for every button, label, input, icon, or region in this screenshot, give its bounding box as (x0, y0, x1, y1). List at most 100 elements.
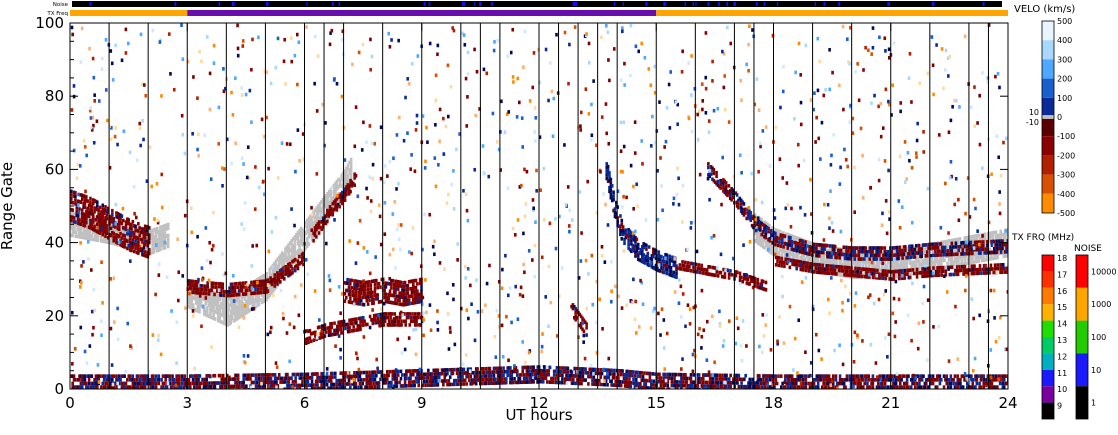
velocity-cell (386, 315, 390, 320)
ground-scatter-cell (965, 236, 968, 240)
velocity-cell (715, 181, 718, 186)
ground-scatter-cell (237, 297, 240, 302)
ground-scatter-cell (241, 305, 245, 310)
velocity-cell (145, 389, 148, 393)
velocity-cell (379, 316, 383, 320)
ground-scatter-cell (343, 173, 347, 177)
velocity-cell (362, 288, 366, 292)
velocity-cell (605, 165, 609, 170)
velocity-cell (1001, 239, 1004, 243)
velocity-cell (102, 385, 106, 389)
velocity-cell (395, 301, 399, 306)
ground-scatter-cell (774, 228, 777, 232)
velocity-cell (237, 289, 241, 293)
velocity-cell (737, 202, 740, 206)
velocity-cell (102, 374, 106, 378)
ground-scatter-cell (852, 260, 856, 265)
velocity-cell (288, 269, 292, 273)
ground-scatter-cell (338, 182, 342, 187)
velocity-cell (919, 254, 922, 259)
ground-scatter-cell (320, 207, 323, 212)
velocity-cell (275, 380, 278, 384)
ground-scatter-cell (943, 258, 946, 263)
velocity-cell (335, 204, 339, 208)
velocity-cell (798, 249, 802, 254)
ground-scatter-cell (73, 223, 76, 227)
velocity-cell (903, 272, 907, 277)
velocity-cell (777, 263, 781, 268)
velocity-cell (985, 267, 989, 272)
velocity-cell (995, 246, 999, 251)
ground-scatter-cell (190, 298, 193, 303)
velocity-cell (266, 278, 270, 282)
velocity-cell (935, 242, 939, 246)
velocity-cell (845, 273, 849, 277)
ground-scatter-cell (782, 249, 785, 254)
velocity-cell (672, 263, 676, 267)
ground-scatter-cell (796, 254, 799, 259)
velocity-cell (744, 277, 747, 281)
noise-accent-mark (684, 2, 687, 6)
ground-scatter-cell (980, 255, 984, 259)
ground-scatter-cell (969, 235, 973, 239)
velocity-cell (795, 263, 798, 267)
velocity-cell (303, 379, 307, 384)
velocity-cell (104, 381, 107, 386)
velocity-cell (738, 271, 742, 276)
velocity-cell (873, 268, 876, 273)
ground-scatter-cell (291, 255, 295, 259)
velocity-cell (993, 263, 997, 267)
ground-scatter-cell (819, 258, 823, 263)
velocity-cell (101, 210, 105, 215)
velocity-cell (359, 280, 363, 285)
ground-scatter-cell (821, 258, 824, 263)
velocity-cell (76, 199, 80, 204)
velocity-cell (305, 372, 308, 377)
velocity-cell (390, 293, 393, 298)
velocity-cell (578, 312, 582, 317)
velocity-cell (329, 325, 332, 330)
ground-scatter-cell (132, 247, 136, 251)
velocity-cell (349, 293, 352, 297)
velocity-cell (176, 381, 180, 386)
velocity-cell (236, 285, 240, 290)
velocity-cell (262, 373, 266, 377)
velocity-cell (1003, 242, 1007, 247)
velocity-cell (751, 275, 754, 280)
velocity-cell (251, 387, 255, 389)
velocity-cell (109, 233, 113, 238)
ground-scatter-cell (974, 259, 977, 264)
velocity-cell (748, 212, 751, 217)
velocity-cell (287, 376, 291, 381)
velocity-cell (932, 253, 936, 258)
velocity-cell (385, 315, 388, 320)
velocity-cell (258, 387, 262, 389)
velocity-cell (827, 254, 831, 259)
velocity-cell (742, 209, 746, 214)
ground-scatter-cell (808, 241, 812, 245)
ground-scatter-cell (310, 216, 314, 220)
velocity-cell (271, 373, 274, 377)
ground-scatter-cell (334, 181, 337, 186)
velocity-cell (163, 374, 166, 378)
ground-scatter-cell (821, 255, 824, 259)
velocity-cell (257, 290, 260, 295)
velocity-cell (214, 381, 218, 385)
ground-scatter-cell (70, 226, 73, 230)
velocity-cell (998, 243, 1002, 247)
velocity-cell (830, 264, 834, 269)
velocity-cell (908, 248, 911, 252)
velocity-cell (156, 378, 159, 382)
ground-scatter-cell (227, 318, 231, 323)
velocity-cell (961, 252, 965, 256)
ground-scatter-cell (833, 261, 837, 265)
velocity-cell (351, 321, 354, 326)
velocity-cell (982, 240, 985, 244)
velocity-cell (876, 268, 879, 273)
ground-scatter-cell (321, 201, 325, 206)
ground-scatter-cell (165, 241, 168, 246)
ground-scatter-cell (218, 308, 222, 313)
velocity-cell (831, 248, 835, 252)
velocity-cell (109, 385, 113, 389)
velocity-cell (324, 221, 328, 226)
